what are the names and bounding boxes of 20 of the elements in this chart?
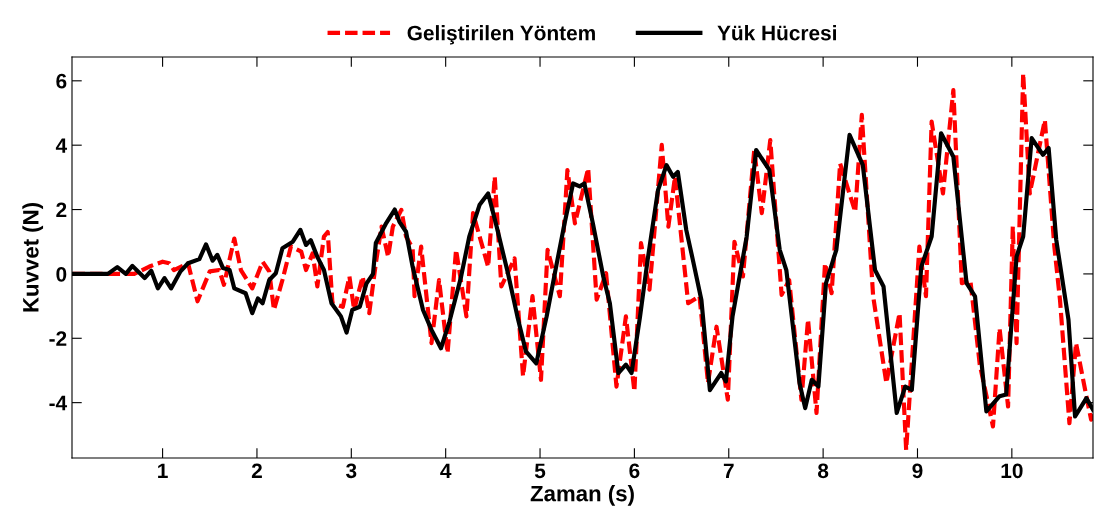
y-tick-label: -2 <box>49 331 67 346</box>
y-axis-title: Kuvvet (N) <box>22 203 44 312</box>
y-tick-label: 0 <box>56 266 67 282</box>
y-tick-label: -4 <box>49 395 68 411</box>
x-axis-title: Zaman (s) <box>530 485 634 506</box>
legend-label: Yük Hücresi <box>717 25 836 41</box>
x-tick-label: 1 <box>158 463 168 478</box>
y-tick-label: 6 <box>56 73 67 89</box>
y-tick-label: 2 <box>56 202 67 218</box>
x-tick-label: 10 <box>1001 463 1023 479</box>
x-tick-label: 3 <box>346 463 357 479</box>
x-tick-label: 9 <box>912 463 923 479</box>
x-tick-label: 5 <box>534 463 546 479</box>
legend-label: Geliştirilen Yöntem <box>407 25 595 45</box>
x-tick-label: 8 <box>817 463 829 479</box>
x-tick-label: 7 <box>723 463 734 478</box>
y-tick-label: 4 <box>55 138 68 153</box>
x-tick-label: 4 <box>440 463 452 478</box>
x-tick-label: 2 <box>251 463 262 478</box>
x-tick-label: 6 <box>629 463 640 479</box>
